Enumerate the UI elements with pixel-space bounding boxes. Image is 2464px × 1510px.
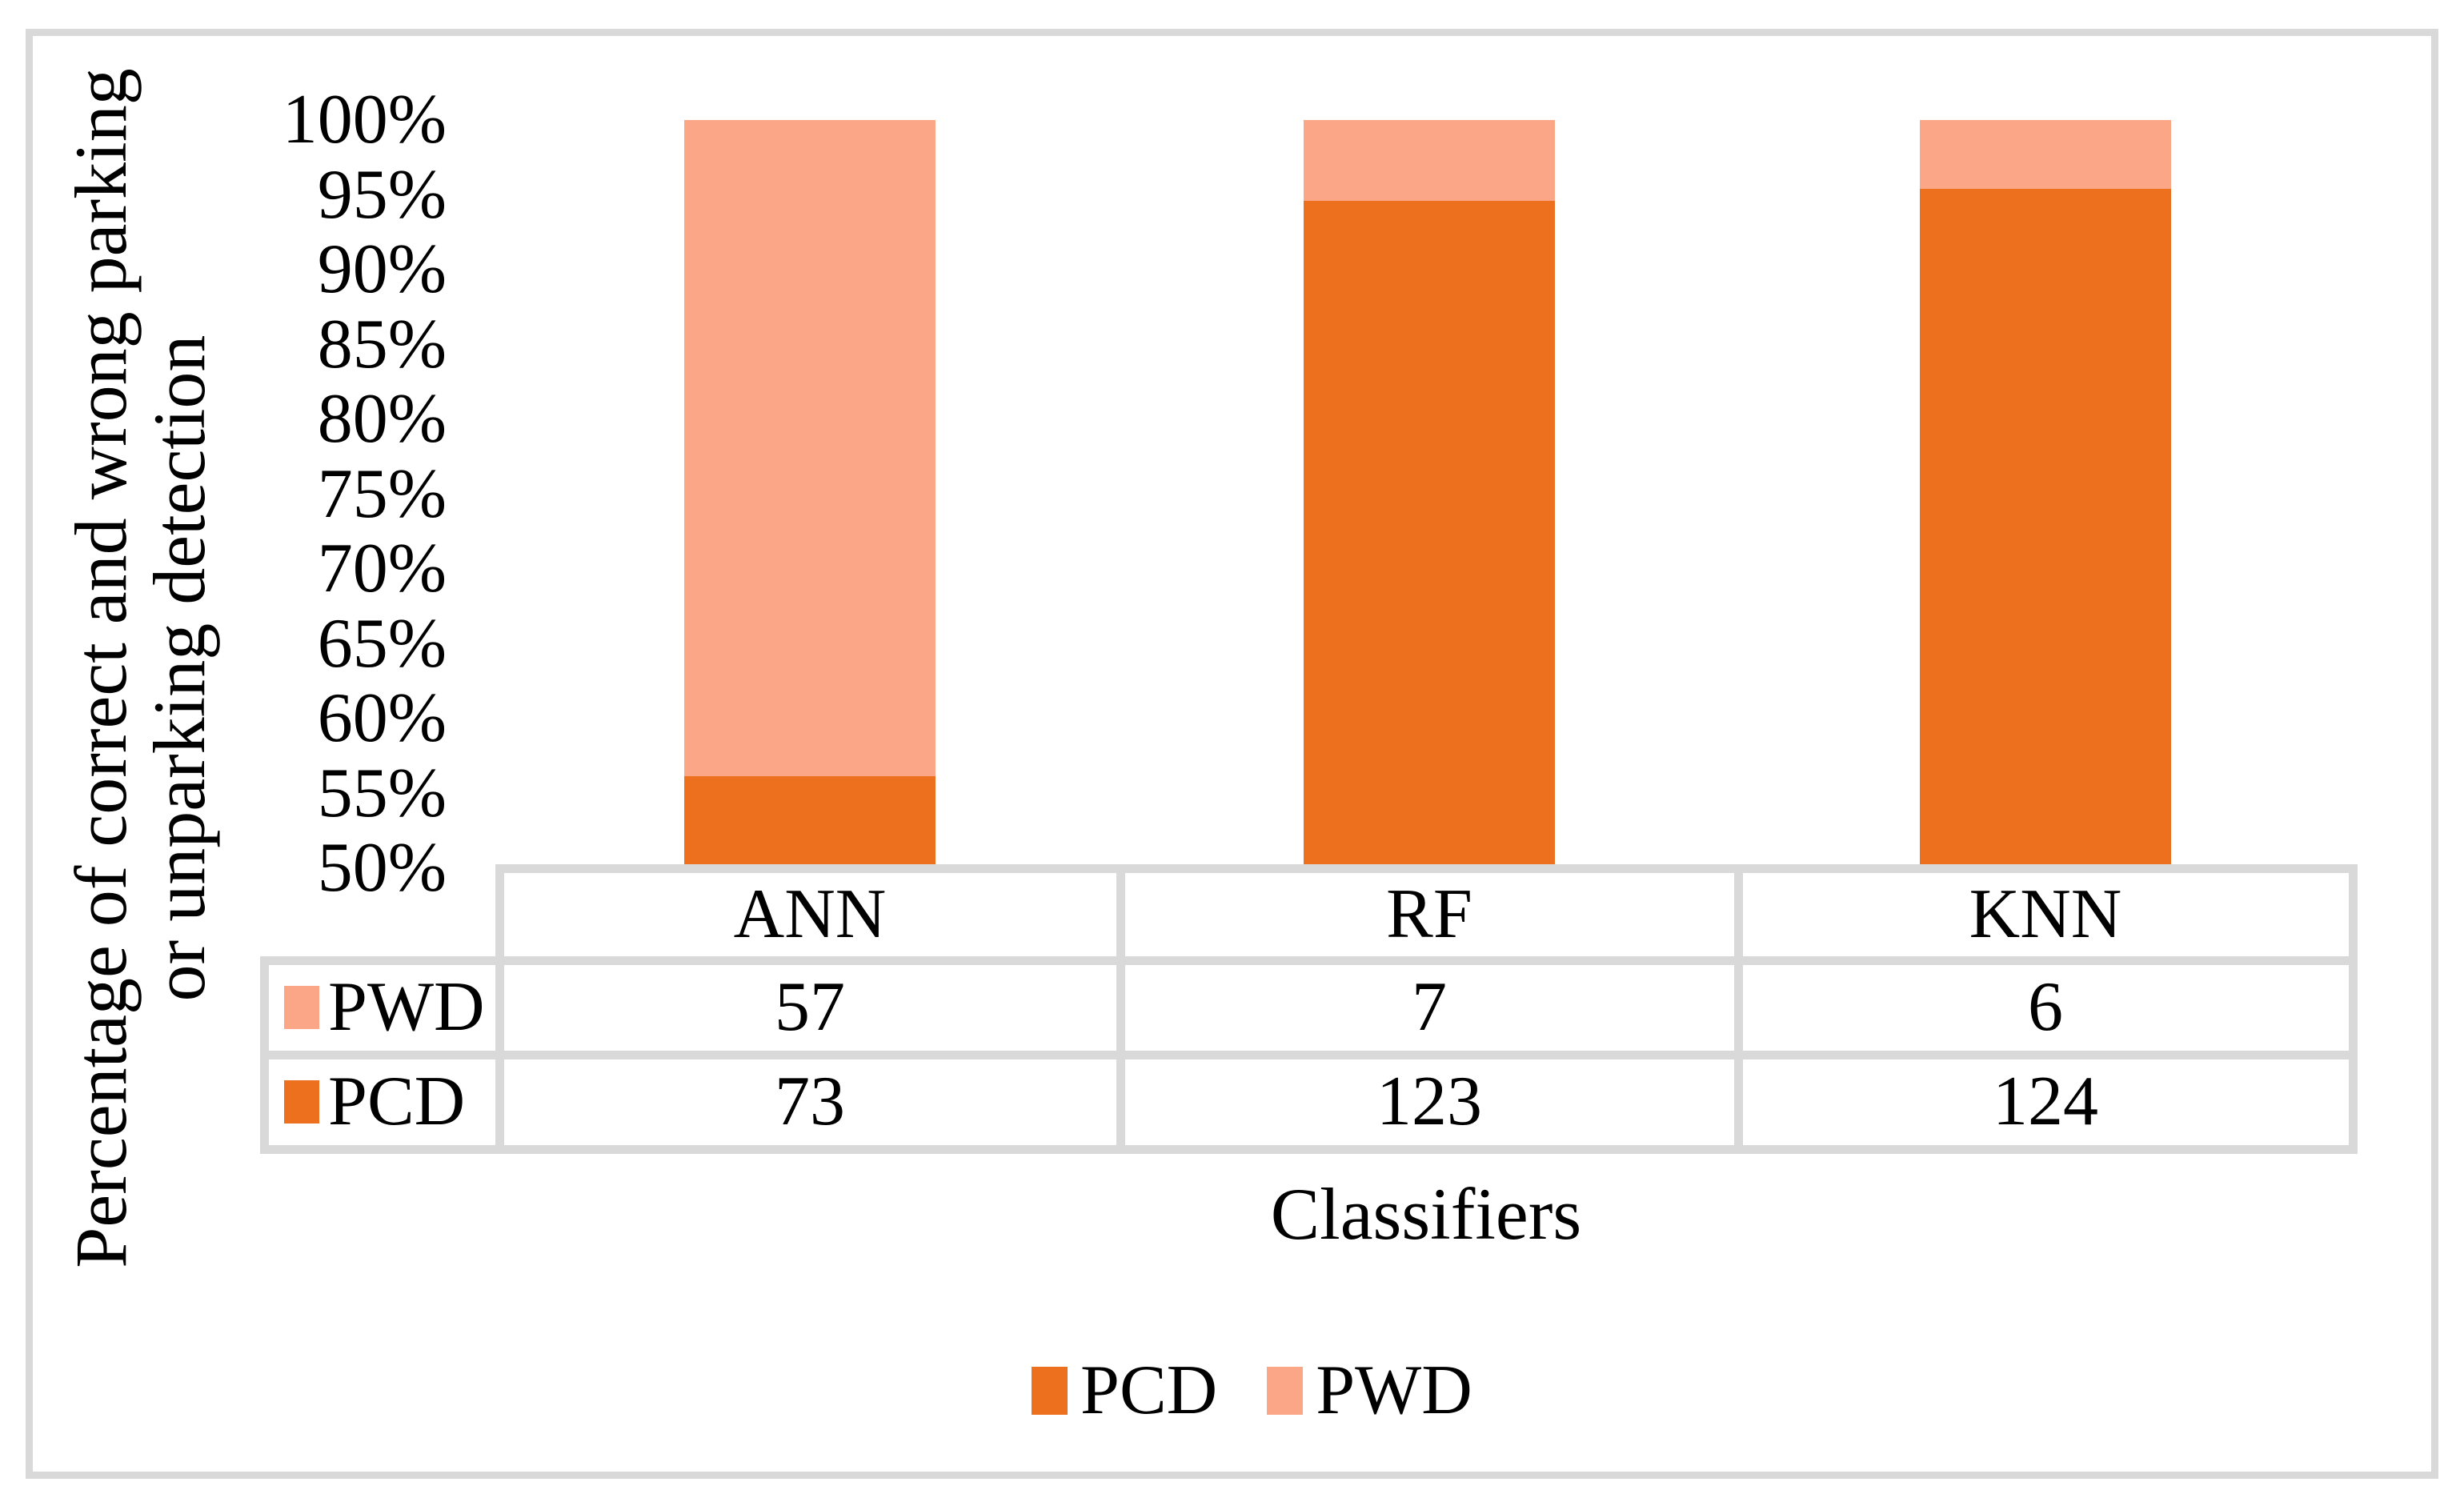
bar-segment-pcd-rf bbox=[1304, 201, 1555, 868]
y-tick-label-55: 55% bbox=[317, 755, 447, 832]
table-hline-3 bbox=[260, 1145, 2358, 1154]
table-cell-pwd-knn: 6 bbox=[2028, 968, 2063, 1046]
bar-segment-pwd-knn bbox=[1920, 120, 2171, 189]
y-tick-label-60: 60% bbox=[317, 679, 447, 757]
y-tick-label-90: 90% bbox=[317, 230, 447, 308]
table-header-knn: KNN bbox=[1969, 875, 2122, 953]
table-key-label-pwd: PWD bbox=[328, 968, 485, 1046]
legend-swatch-pwd bbox=[1267, 1367, 1304, 1415]
legend-label-pcd: PCD bbox=[1080, 1352, 1218, 1429]
chart-outer-border bbox=[26, 29, 2438, 1479]
table-cell-pcd-knn: 124 bbox=[1993, 1063, 2098, 1140]
table-cell-pwd-ann: 57 bbox=[775, 968, 845, 1046]
table-key-swatch-pwd bbox=[284, 986, 319, 1029]
table-vline-1 bbox=[495, 864, 504, 1154]
y-tick-label-70: 70% bbox=[317, 530, 447, 607]
y-tick-label-85: 85% bbox=[317, 306, 447, 383]
legend-label-pwd: PWD bbox=[1316, 1352, 1472, 1429]
bar-segment-pcd-knn bbox=[1920, 189, 2171, 868]
chart-legend: PCD PWD bbox=[1032, 1352, 1472, 1429]
y-tick-label-100: 100% bbox=[282, 81, 447, 158]
bar-segment-pwd-ann bbox=[684, 120, 936, 776]
table-header-ann: ANN bbox=[733, 875, 887, 953]
y-tick-label-50: 50% bbox=[317, 829, 447, 907]
y-tick-label-65: 65% bbox=[317, 605, 447, 683]
x-axis-title: Classifiers bbox=[1270, 1173, 1582, 1255]
table-header-rf: RF bbox=[1386, 875, 1472, 953]
legend-swatch-pcd bbox=[1032, 1367, 1068, 1415]
table-hline-2 bbox=[260, 1051, 2358, 1059]
table-cell-pwd-rf: 7 bbox=[1412, 968, 1447, 1046]
table-hline-0 bbox=[495, 864, 2358, 873]
y-axis-title-line1: Percentage of correct and wrong parking bbox=[60, 68, 142, 1268]
table-cell-pcd-rf: 123 bbox=[1376, 1063, 1482, 1140]
table-vline-2 bbox=[1116, 864, 1125, 1154]
legend-item-pwd: PWD bbox=[1267, 1352, 1472, 1429]
table-vline-4 bbox=[2349, 864, 2358, 1154]
table-vline-3 bbox=[1734, 864, 1743, 1154]
table-cell-pcd-ann: 73 bbox=[775, 1063, 845, 1140]
bar-segment-pwd-rf bbox=[1304, 120, 1555, 201]
y-tick-label-75: 75% bbox=[317, 455, 447, 533]
table-key-swatch-pcd bbox=[284, 1080, 319, 1123]
legend-item-pcd: PCD bbox=[1032, 1352, 1218, 1429]
y-tick-label-80: 80% bbox=[317, 380, 447, 458]
bar-segment-pcd-ann bbox=[684, 776, 936, 868]
y-tick-label-95: 95% bbox=[317, 156, 447, 234]
table-hline-1 bbox=[260, 956, 2358, 965]
table-vline-0 bbox=[260, 956, 269, 1154]
table-key-label-pcd: PCD bbox=[328, 1063, 466, 1140]
